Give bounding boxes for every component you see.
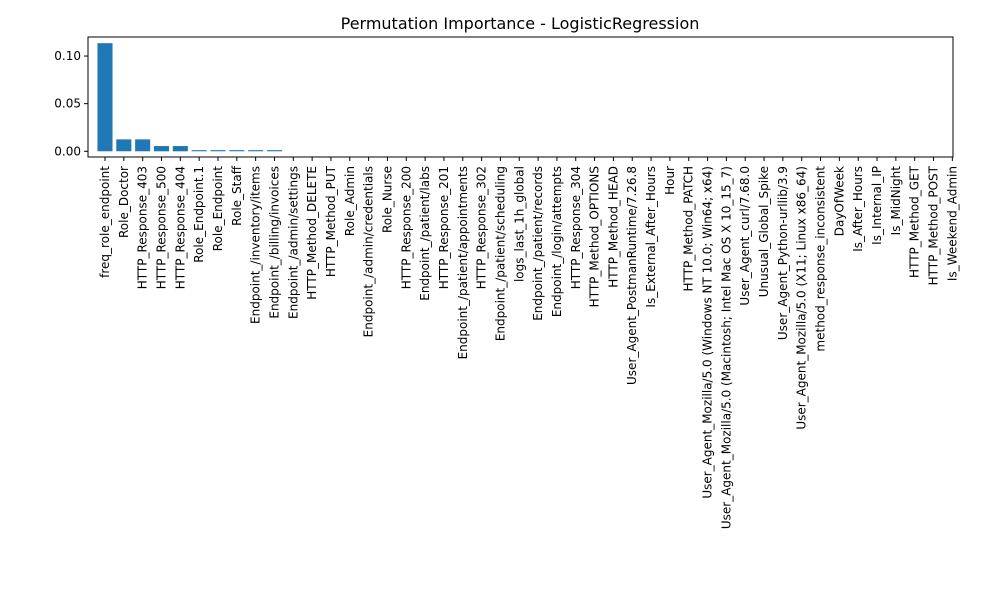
y-axis: 0.00 0.05 0.10	[54, 49, 88, 158]
x-tick-label-2: HTTP_Response_403	[136, 166, 150, 289]
x-tick-label-25: HTTP_Response_304	[569, 166, 583, 289]
x-tick-label-8: Endpoint_/inventory/items	[249, 166, 263, 324]
x-tick-label-9: Endpoint_/billing/invoices	[267, 166, 281, 319]
x-tick-label-40: Is_After_Hours	[851, 166, 865, 252]
x-tick-label-37: User_Agent_Mozilla/5.0 (X11; Linux x86_6…	[795, 166, 809, 430]
x-tick-label-45: Is_Weekend_Admin	[945, 166, 959, 281]
x-tick-label-42: Is_MidNight	[889, 166, 903, 236]
x-tick-label-36: User_Agent_Python-urllib/3.9	[776, 166, 790, 340]
x-tick-label-13: Role_Admin	[343, 166, 357, 236]
y-tick-label-2: 0.10	[54, 49, 81, 63]
x-tick-label-15: Role_Nurse	[380, 166, 394, 233]
bar-0	[97, 43, 113, 152]
x-tick-label-34: User_Agent_curl/7.68.0	[738, 166, 752, 306]
bar-7	[229, 150, 245, 152]
x-tick-label-32: User_Agent_Mozilla/5.0 (Windows NT 10.0;…	[701, 166, 715, 499]
bar-5	[191, 150, 207, 152]
bars-group	[97, 43, 282, 152]
x-tick-label-28: User_Agent_PostmanRuntime/7.26.8	[625, 166, 639, 385]
x-tick-label-3: HTTP_Response_500	[154, 166, 168, 289]
x-tick-label-5: Role_Endpoint.1	[192, 166, 206, 263]
x-tick-label-27: HTTP_Method_HEAD	[606, 166, 620, 288]
x-tick-label-24: Endpoint_/login/attempts	[550, 166, 564, 317]
x-axis: freq_role_endpoint Role_Doctor HTTP_Respon…	[98, 157, 959, 529]
bar-9	[266, 150, 282, 152]
x-tick-label-41: Is_Internal_IP	[870, 166, 884, 245]
x-tick-label-38: method_response_inconsistent	[814, 166, 828, 352]
bar-4	[172, 146, 188, 152]
bar-1	[116, 139, 132, 152]
chart-title: Permutation Importance - LogisticRegress…	[341, 14, 700, 33]
x-tick-label-39: DayOfWeek	[832, 166, 846, 236]
x-tick-label-22: logs_last_1h_global	[512, 166, 526, 282]
x-tick-label-35: Unusual_Global_Spike	[757, 166, 771, 297]
x-tick-label-14: Endpoint_/admin/credentials	[362, 166, 376, 337]
x-tick-label-33: User_Agent_Mozilla/5.0 (Macintosh; Intel…	[719, 166, 733, 529]
bar-6	[210, 150, 226, 152]
y-tick-label-1: 0.05	[54, 97, 81, 111]
bar-8	[248, 150, 264, 152]
bar-2	[135, 139, 151, 152]
x-tick-label-23: Endpoint_/patient/records	[531, 166, 545, 321]
x-tick-label-19: Endpoint_/patient/appointments	[456, 166, 470, 359]
y-tick-label-0: 0.00	[54, 144, 81, 158]
x-tick-label-31: HTTP_Method_PATCH	[682, 166, 696, 292]
x-tick-label-16: HTTP_Response_200	[399, 166, 413, 289]
x-tick-label-29: Is_External_After_Hours	[644, 166, 658, 308]
x-tick-label-11: HTTP_Method_DELETE	[305, 166, 319, 300]
x-tick-label-17: Endpoint_/patient/labs	[418, 166, 432, 301]
bar-3	[153, 146, 170, 152]
x-tick-label-7: Role_Staff	[230, 165, 244, 226]
x-tick-label-26: HTTP_Method_OPTIONS	[588, 166, 602, 307]
x-tick-label-20: HTTP_Response_302	[475, 166, 489, 289]
x-tick-label-0: freq_role_endpoint	[98, 166, 112, 278]
x-tick-label-18: HTTP_Response_201	[437, 166, 451, 289]
x-tick-label-10: Endpoint_/admin/settings	[286, 166, 300, 319]
x-tick-label-30: Hour	[663, 166, 677, 195]
x-tick-label-4: HTTP_Response_404	[173, 166, 187, 289]
x-tick-label-12: HTTP_Method_PUT	[324, 165, 338, 277]
x-tick-label-6: Role_Endpoint	[211, 166, 225, 252]
x-tick-label-21: Endpoint_/patient/scheduling	[493, 166, 507, 341]
x-tick-label-43: HTTP_Method_GET	[908, 165, 922, 278]
x-tick-label-1: Role_Doctor	[117, 166, 131, 238]
plot-frame	[87, 36, 954, 158]
x-tick-label-44: HTTP_Method_POST	[927, 165, 941, 285]
